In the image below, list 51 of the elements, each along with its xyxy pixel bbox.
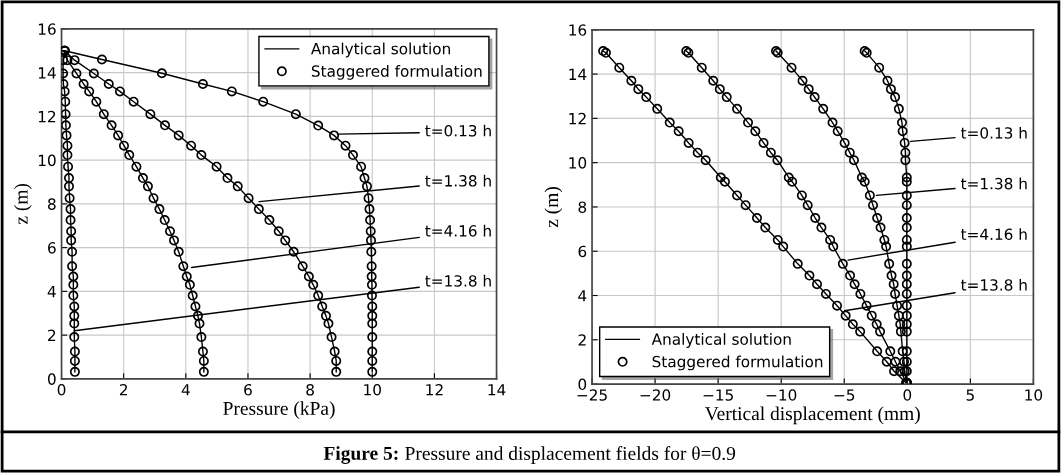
annotation: t=0.13 h [425,124,491,137]
annotation: t=0.13 h [961,126,1027,139]
annotation: t=13.8 h [425,274,491,287]
y-tick-label: 10 [38,154,56,167]
caption: Figure 5: [323,446,398,464]
x-tick-label: 6 [244,384,252,396]
y-tick-label: 16 [38,23,56,35]
annotation: t=13.8 h [961,278,1027,291]
x-tick-label: −10 [766,389,797,401]
y-tick-label: 14 [569,68,587,80]
x-tick-label: 10 [1025,389,1043,401]
x-tick-label: 2 [119,384,128,396]
y-tick-label: 2 [578,334,586,346]
x-tick-label: 0 [57,384,66,396]
y-tick-label: 8 [47,198,56,210]
x-tick-label: 4 [181,384,190,396]
y-tick-label: 8 [578,201,587,213]
y-tick-label: 14 [38,67,56,79]
x-tick-label: −20 [640,389,671,401]
y-axis-title: z (m) [544,187,563,228]
x-tick-label: 14 [488,384,506,396]
y-tick-label: 10 [569,157,587,169]
x-tick-label: 0 [903,389,912,401]
x-axis-title: Pressure (kPa) [223,401,335,419]
x-tick-label: 8 [306,384,314,396]
y-tick-label: 12 [38,110,56,123]
x-tick-label: −15 [703,389,733,401]
y-tick-label: 4 [578,290,587,302]
y-tick-label: 0 [47,373,56,385]
x-axis-title: Vertical displacement (mm) [704,406,920,425]
y-tick-label: 6 [48,242,56,254]
x-tick-label: −5 [834,389,855,401]
legend-label: Staggered formulation [652,355,823,371]
y-axis-title: z (m) [14,183,32,225]
y-tick-label: 6 [578,245,587,258]
annotation: t=4.16 h [425,224,491,237]
y-tick-label: 12 [569,112,586,125]
annotation: t=4.16 h [961,228,1027,241]
text: Pressure and displacement fields for θ=0.9 [405,446,736,464]
x-tick-label: −25 [577,389,607,401]
x-tick-label: 5 [966,389,974,401]
legend-label: Analytical solution [311,42,450,58]
legend-label: Staggered formulation [311,65,482,80]
legend-label: Analytical solution [651,333,791,348]
x-tick-label: 12 [426,384,443,396]
annotation: t=1.38 h [425,174,491,187]
y-tick-label: 4 [47,286,56,298]
annotation: t=1.38 h [961,177,1027,190]
y-tick-label: 16 [569,24,587,36]
x-tick-label: 10 [364,384,381,396]
y-tick-label: 2 [48,329,56,341]
